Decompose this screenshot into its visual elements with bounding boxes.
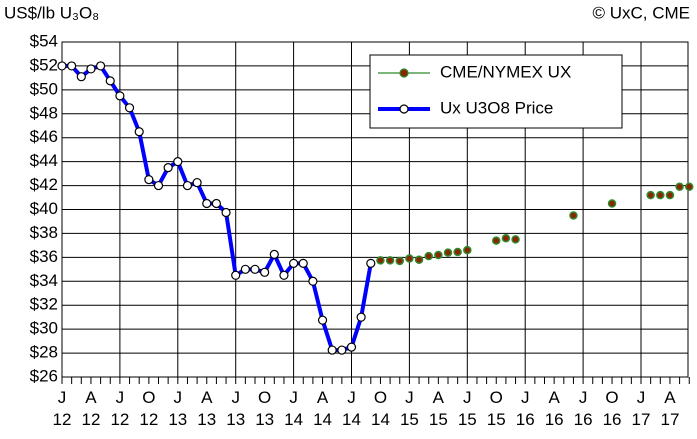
data-point [463,245,472,255]
data-point [57,61,67,71]
x-tick-label: J 15 [400,388,419,429]
y-tick-label: $40 [30,199,58,218]
data-point [424,251,433,261]
data-point [405,254,414,263]
data-point [250,264,260,274]
x-tick-label: J 13 [168,388,187,429]
data-point [376,256,385,265]
data-point [163,163,173,173]
y-tick-label: $54 [30,31,58,50]
legend-label: Ux U3O8 Price [440,98,553,117]
data-point [685,182,694,192]
data-point [356,312,366,322]
data-point [308,276,318,286]
data-point [289,258,299,268]
data-point [569,211,578,220]
y-tick-label: $50 [30,79,58,98]
data-point [434,250,443,260]
data-point [366,258,376,268]
data-point [665,190,675,200]
data-point [298,258,308,268]
x-tick-label: A 17 [660,388,679,429]
data-point [192,177,202,188]
data-point [67,61,77,71]
data-point [675,182,684,192]
x-tick-label: O 16 [603,388,622,429]
data-point [260,267,270,277]
y-tick-label: $52 [30,55,58,74]
legend-label: CME/NYMEX UX [440,62,571,81]
data-point [153,180,164,191]
data-point [105,76,115,86]
data-point [115,91,125,101]
x-tick-label: A 15 [429,388,448,429]
y-tick-label: $46 [30,127,58,146]
data-point [492,236,501,245]
x-tick-label: J 12 [53,388,72,429]
x-tick-label: A 12 [81,388,100,429]
x-tick-label: A 14 [313,388,332,429]
source-label: © UxC, CME [592,3,690,22]
data-point [646,190,655,200]
y-tick-label: $32 [30,295,58,314]
data-point [134,127,144,137]
y-tick-label: $44 [30,151,58,170]
data-point [173,157,183,167]
x-tick-label: J 16 [574,388,593,429]
data-point [221,207,231,218]
y-tick-label: $36 [30,247,58,266]
x-tick-label: J 12 [110,388,129,429]
y-tick-label: $30 [30,319,58,338]
x-tick-label: A 16 [545,388,564,429]
data-point [443,248,453,257]
y-tick-label: $38 [30,223,58,242]
x-tick-label: O 13 [255,388,274,429]
plot-frame [61,41,689,378]
data-point [453,247,462,257]
data-point [656,190,665,200]
y-tick-label: $42 [30,175,58,194]
y-tick-label: $28 [30,343,58,362]
x-tick-label: O 12 [139,388,158,429]
data-point [144,174,154,185]
data-point [86,64,96,74]
x-tick-label: A 13 [197,388,216,429]
y-tick-label: $48 [30,103,58,122]
data-point [95,61,106,71]
legend-marker [399,68,409,78]
data-point [211,198,221,209]
x-tick-label: J 14 [284,388,303,429]
data-point [327,345,337,355]
x-tick-label: J 14 [342,388,361,429]
data-point [269,249,279,259]
data-point [346,342,357,352]
data-point [395,256,404,266]
data-point [76,72,86,82]
legend-marker [399,104,409,114]
data-point [511,235,520,244]
y-unit-label: US$/lb U₃O₈ [4,3,99,22]
x-tick-label: J 17 [632,388,651,429]
x-tick-label: J 13 [226,388,245,429]
data-point [231,270,241,280]
data-point [317,315,328,325]
data-point [501,233,511,243]
x-tick-label: J 15 [458,388,477,429]
data-point [202,198,212,209]
data-point [240,264,250,274]
data-point [124,103,135,113]
data-point [607,199,617,208]
y-tick-label: $26 [30,366,58,385]
x-tick-label: O 15 [487,388,506,429]
data-point [182,180,193,191]
legend-box [369,54,623,129]
x-tick-label: J 16 [516,388,535,429]
data-point [279,270,289,280]
data-point [385,256,395,265]
y-tick-label: $34 [30,271,58,290]
data-point [414,255,424,264]
x-tick-label: O 14 [371,388,390,429]
data-point [337,345,347,355]
